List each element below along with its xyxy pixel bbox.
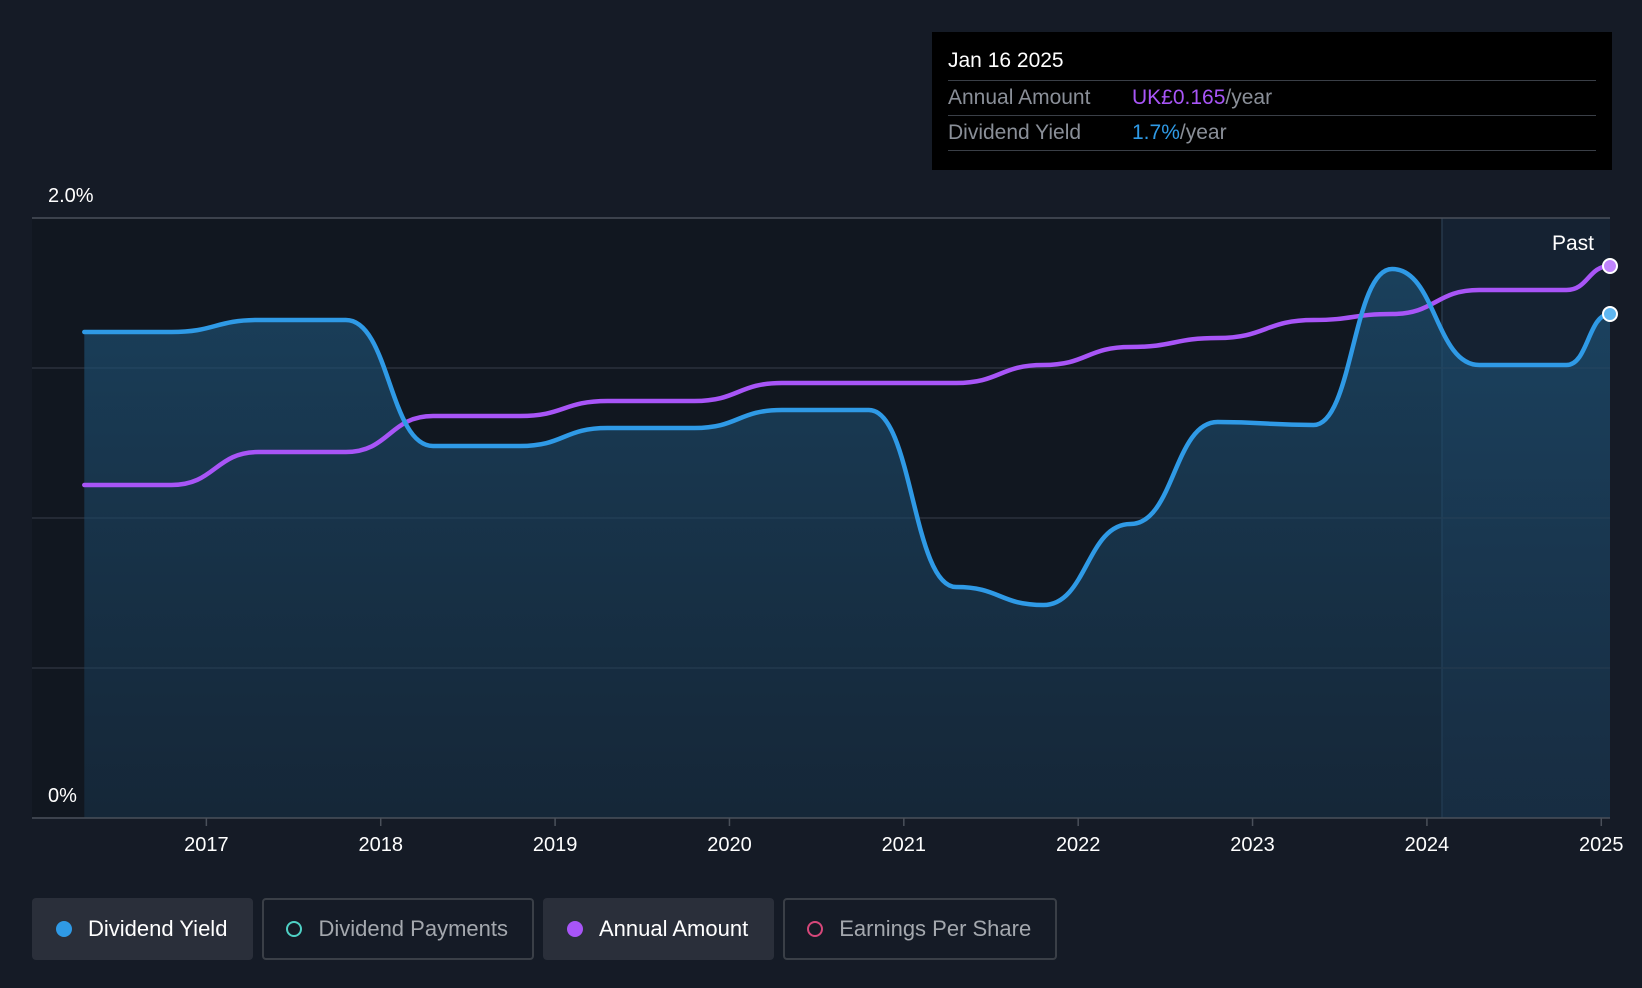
legend-dividend-payments[interactable]: Dividend Payments bbox=[262, 898, 534, 960]
legend-label: Annual Amount bbox=[598, 916, 749, 941]
x-tick-label: 2021 bbox=[882, 834, 927, 856]
tooltip-row-annual-amount: Annual Amount UK£0.165 /year bbox=[948, 81, 1596, 116]
x-tick-label: 2019 bbox=[533, 834, 578, 856]
series-lines bbox=[82, 263, 1613, 608]
legend-annual-amount[interactable]: Annual Amount bbox=[542, 898, 775, 960]
x-tick-label: 2025 bbox=[1579, 834, 1624, 856]
dividend-yield-line bbox=[82, 266, 1613, 608]
annual-amount-end-marker bbox=[1602, 258, 1618, 274]
legend-dot-icon bbox=[566, 921, 583, 937]
tooltip: Jan 16 2025 Annual Amount UK£0.165 /year… bbox=[932, 32, 1612, 170]
tooltip-label: Dividend Yield bbox=[948, 121, 1082, 144]
tooltip-unit: /year bbox=[1179, 121, 1227, 144]
y-min-label: 0% bbox=[48, 785, 77, 807]
x-tick-label: 2020 bbox=[707, 834, 752, 856]
annual-amount-line bbox=[82, 263, 1613, 488]
dividend-yield-end-marker bbox=[1602, 306, 1618, 322]
legend-dot-icon bbox=[56, 921, 72, 937]
tooltip-value: UK£0.165 bbox=[1132, 86, 1226, 109]
legend-label: Dividend Yield bbox=[88, 916, 228, 941]
x-axis-ticks: 2017 2018 2019 2020 2021 2022 2023 2024 2025 bbox=[184, 818, 1624, 856]
tooltip-label: Annual Amount bbox=[948, 86, 1091, 109]
dividend-yield-area bbox=[84, 269, 1610, 818]
tooltip-row-dividend-yield: Dividend Yield 1.7% /year bbox=[948, 116, 1596, 151]
tooltip-value: 1.7% bbox=[1132, 121, 1180, 144]
tooltip-date: Jan 16 2025 bbox=[948, 46, 1596, 81]
legend-label: Dividend Payments bbox=[318, 916, 508, 941]
x-tick-label: 2022 bbox=[1056, 834, 1101, 856]
end-markers bbox=[1602, 258, 1618, 322]
legend-label: Earnings Per Share bbox=[839, 916, 1032, 941]
legend-ring-icon bbox=[286, 921, 303, 937]
legend-earnings-per-share[interactable]: Earnings Per Share bbox=[783, 898, 1058, 960]
legend-dividend-yield[interactable]: Dividend Yield bbox=[32, 898, 254, 960]
legend-ring-icon bbox=[807, 921, 824, 937]
legend: Dividend Yield Dividend Payments Annual … bbox=[32, 898, 1058, 960]
x-tick-label: 2018 bbox=[358, 834, 403, 856]
past-label: Past bbox=[1552, 232, 1594, 255]
tooltip-unit: /year bbox=[1225, 86, 1273, 109]
y-max-label: 2.0% bbox=[48, 185, 94, 207]
x-tick-label: 2023 bbox=[1230, 834, 1275, 856]
x-tick-label: 2024 bbox=[1405, 834, 1450, 856]
series-areas bbox=[84, 269, 1610, 818]
x-tick-label: 2017 bbox=[184, 834, 229, 856]
